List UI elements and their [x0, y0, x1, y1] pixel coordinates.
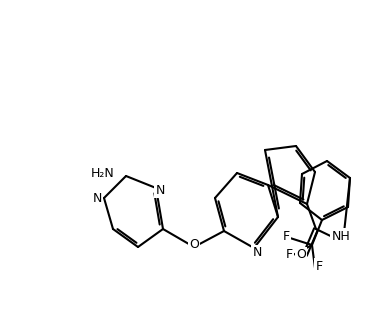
- Text: F: F: [282, 229, 289, 243]
- Text: F: F: [315, 260, 322, 273]
- Text: H₂N: H₂N: [90, 166, 114, 180]
- Text: O: O: [189, 238, 199, 252]
- Text: NH: NH: [332, 229, 350, 243]
- Text: N: N: [252, 246, 262, 260]
- Text: N: N: [155, 183, 165, 196]
- Text: N: N: [92, 191, 102, 204]
- Text: O: O: [296, 249, 306, 261]
- Text: F: F: [285, 249, 292, 261]
